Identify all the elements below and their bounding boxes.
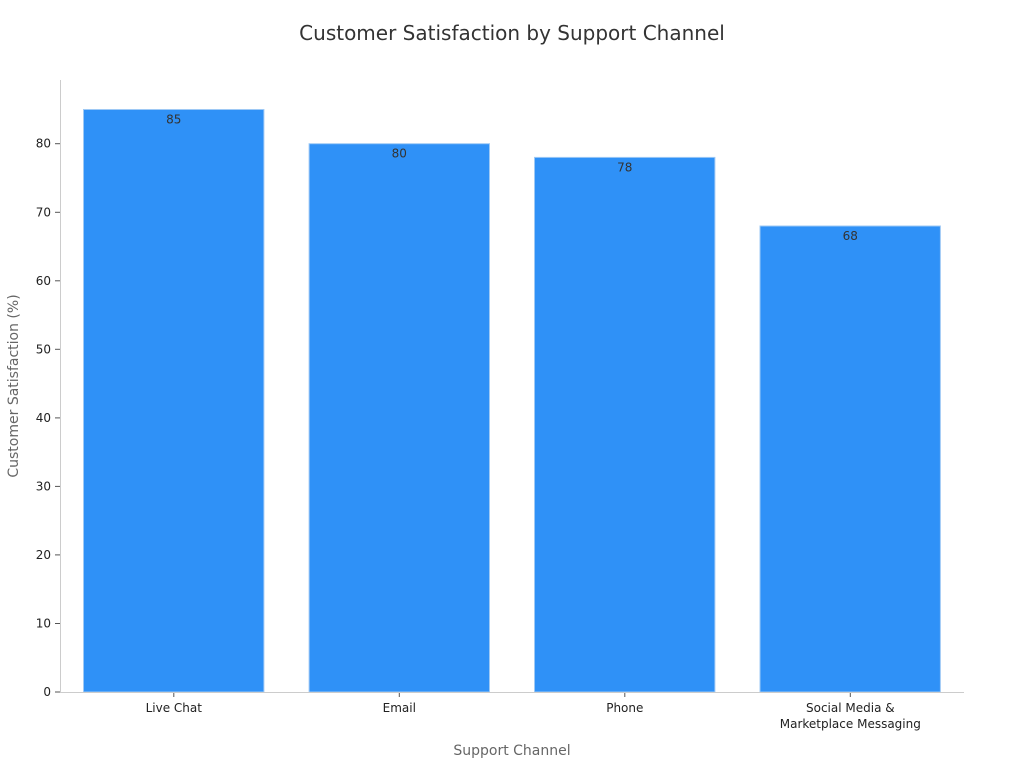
y-tick-label-3: 30 (36, 479, 51, 493)
value-label-1: 80 (392, 147, 407, 161)
y-tick-label-0: 0 (43, 685, 51, 699)
bar-2 (534, 156, 716, 693)
x-tick-label-2-line-0: Phone (606, 701, 643, 715)
y-tick-label-7: 70 (36, 205, 51, 219)
value-label-3: 68 (843, 229, 858, 243)
chart-title: Customer Satisfaction by Support Channel (299, 21, 725, 45)
x-tick-label-2: Phone (606, 701, 643, 715)
y-tick-label-1: 10 (36, 617, 51, 631)
x-axis-label: Support Channel (453, 743, 570, 759)
value-label-0: 85 (166, 113, 181, 127)
x-tick-label-1: Email (383, 701, 416, 715)
value-label-2: 78 (617, 160, 632, 174)
x-tick-label-0: Live Chat (146, 701, 203, 715)
bars-layer (83, 109, 941, 693)
y-axis-ticks: 0 10 20 30 40 50 60 70 80 (36, 137, 60, 699)
x-tick-label-0-line-0: Live Chat (146, 701, 203, 715)
bar-0 (83, 109, 265, 693)
y-axis-label: Customer Satisfaction (%) (6, 294, 22, 477)
x-axis-ticks: Live Chat Email Phone Social Media & Marketp… (146, 692, 921, 731)
y-tick-label-4: 40 (36, 411, 51, 425)
y-tick-label-5: 50 (36, 342, 51, 356)
y-tick-label-2: 20 (36, 548, 51, 562)
x-tick-label-3-line-0: Social Media & (806, 701, 895, 715)
y-tick-label-8: 80 (36, 137, 51, 151)
x-tick-label-3-line-1: Marketplace Messaging (780, 717, 921, 731)
bar-1 (308, 143, 490, 693)
value-labels-layer: 85 80 78 68 (166, 113, 858, 244)
x-tick-label-3: Social Media & Marketplace Messaging (780, 701, 921, 731)
x-tick-label-1-line-0: Email (383, 701, 416, 715)
bar-3 (759, 225, 941, 693)
y-tick-label-6: 60 (36, 274, 51, 288)
